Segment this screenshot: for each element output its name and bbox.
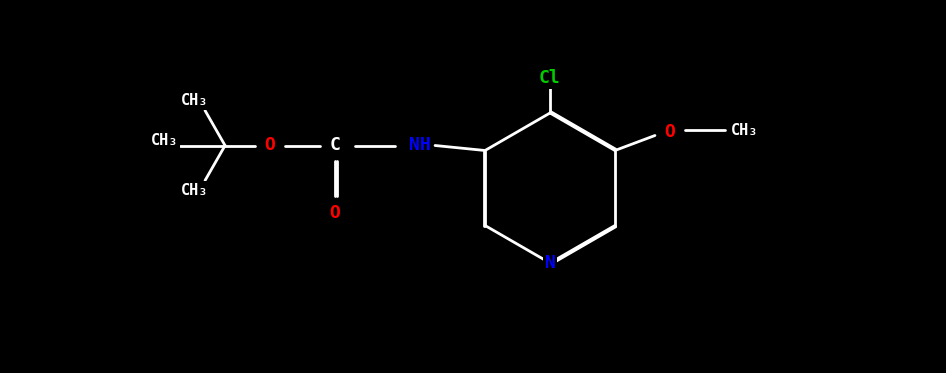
Text: CH₃: CH₃ (182, 183, 209, 198)
Text: NH: NH (410, 137, 431, 154)
Text: C: C (329, 137, 341, 154)
Text: Cl: Cl (539, 69, 561, 87)
Text: O: O (329, 204, 341, 222)
Text: O: O (664, 123, 675, 141)
Text: CH₃: CH₃ (731, 123, 759, 138)
Text: O: O (265, 137, 275, 154)
Text: CH₃: CH₃ (182, 93, 209, 108)
Text: CH₃: CH₃ (151, 133, 179, 148)
Text: N: N (545, 254, 555, 272)
